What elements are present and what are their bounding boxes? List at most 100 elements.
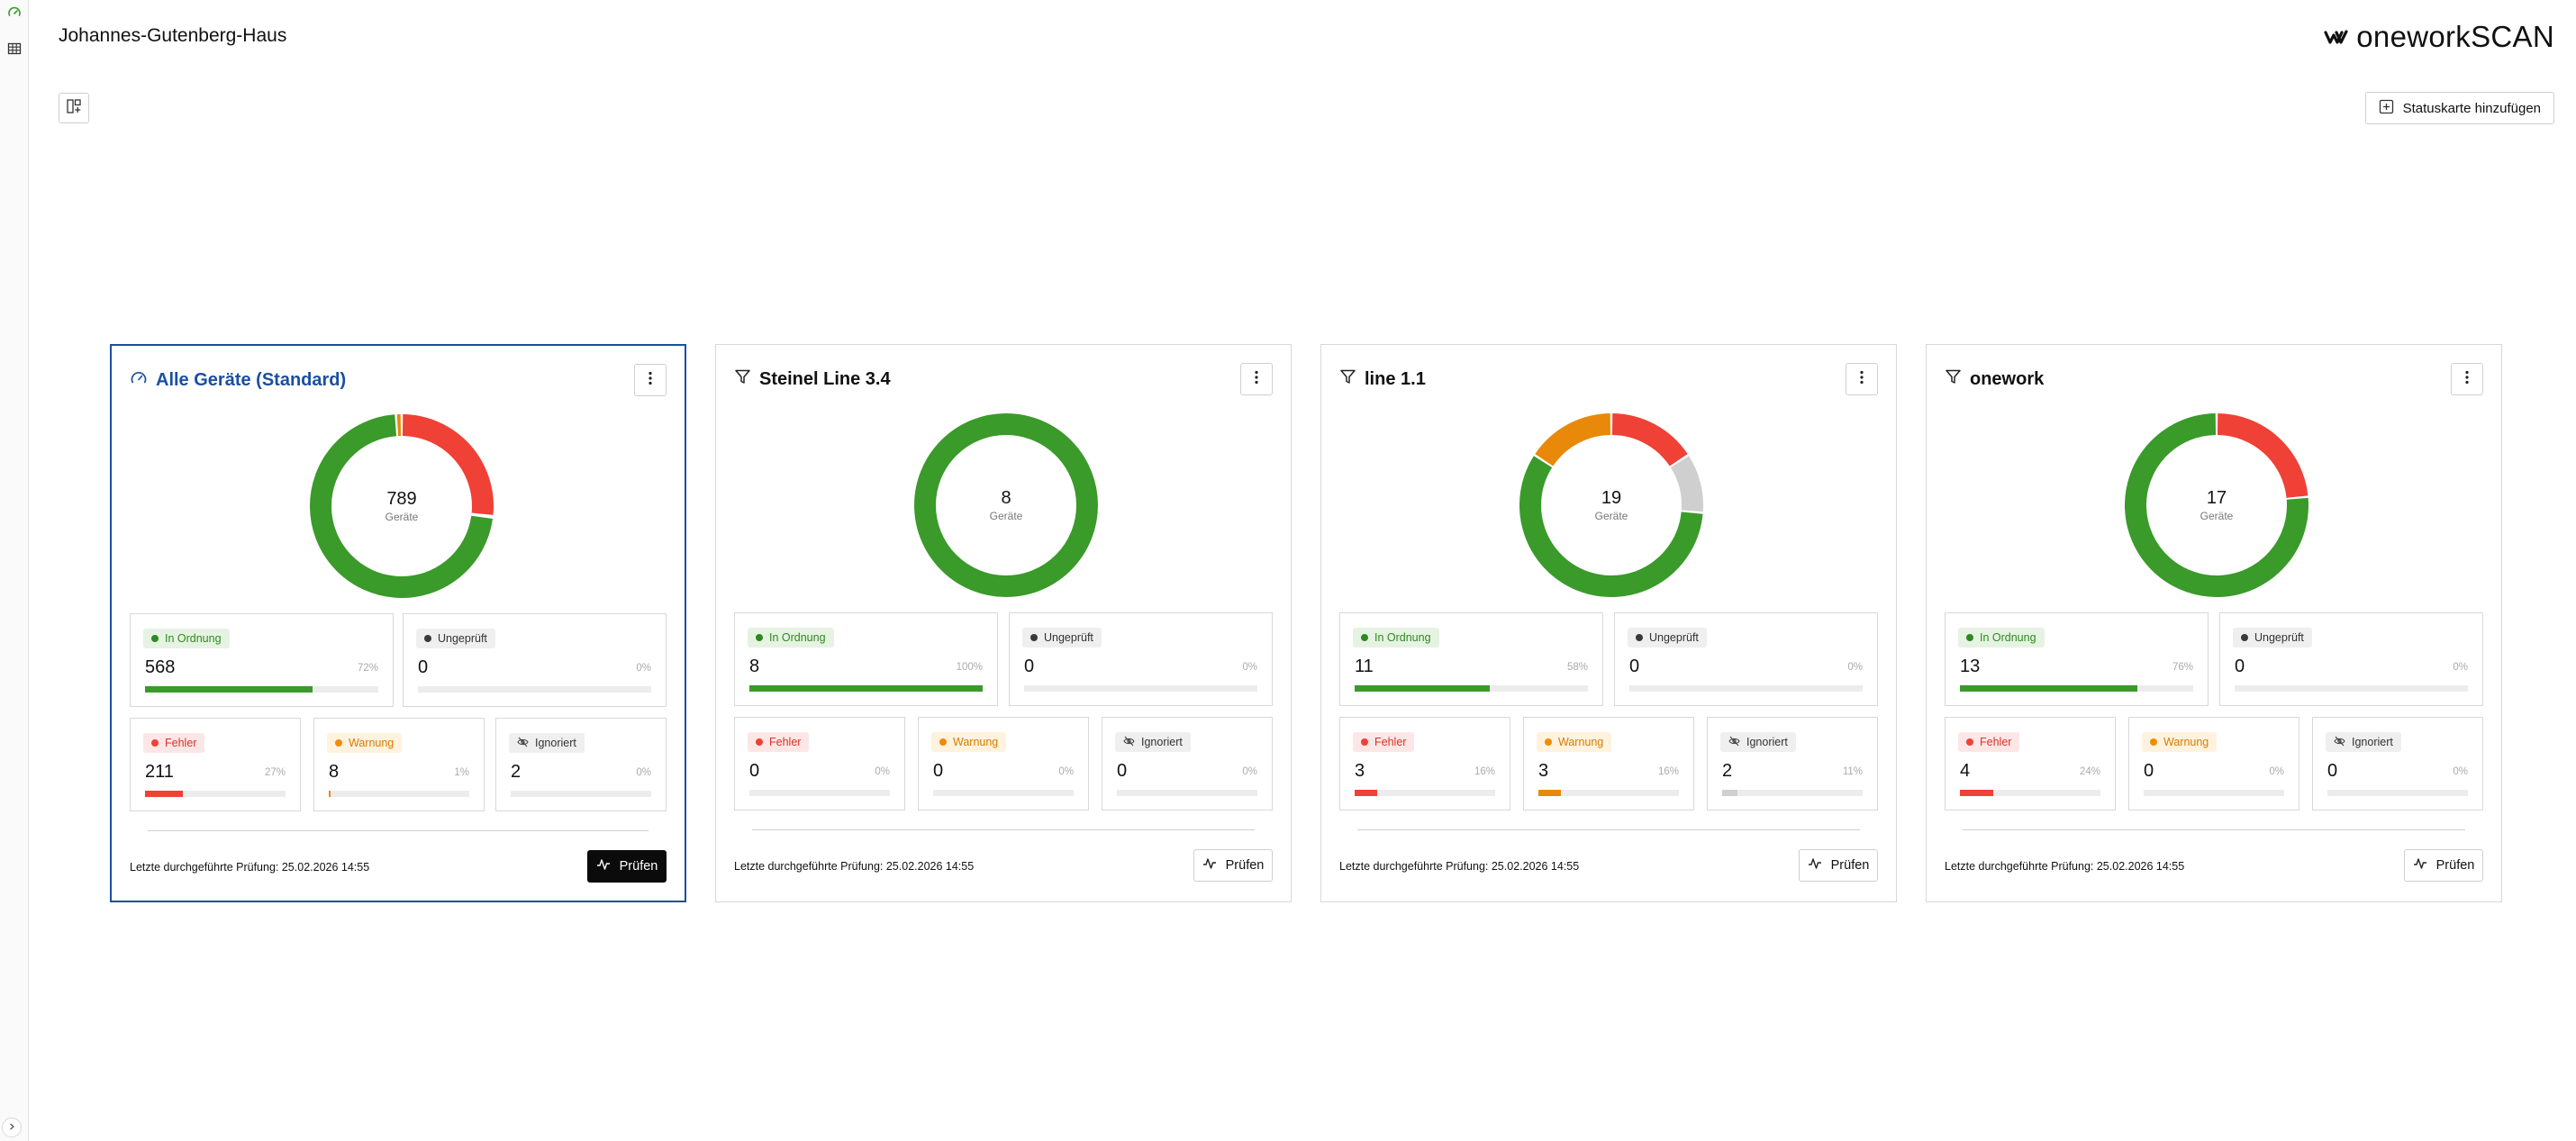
status-card-steinel-line[interactable]: Steinel Line 3.4 8 Geräte In Ordnung 8 1… [715, 344, 1292, 902]
card-menu-button[interactable] [2451, 363, 2483, 395]
ok-percent: 100% [956, 662, 983, 673]
error-dot-icon [1966, 738, 1973, 746]
ignored-percent: 0% [636, 767, 651, 778]
device-unit-label: Geräte [2200, 510, 2234, 522]
stat-warning[interactable]: Warnung 3 16% [1523, 717, 1694, 810]
status-cards: Alle Geräte (Standard) 789 Geräte In Ord… [110, 344, 2504, 902]
unchecked-percent: 0% [636, 663, 651, 674]
warning-badge: Warnung [931, 732, 1007, 752]
card-divider [148, 830, 649, 831]
error-dot-icon [151, 739, 159, 747]
ignored-badge: Ignoriert [1720, 732, 1796, 752]
donut-segment-ok [310, 414, 494, 598]
check-button-label: Prüfen [1225, 858, 1265, 873]
layout-grid-icon [66, 98, 82, 119]
check-button[interactable]: Prüfen [587, 850, 667, 883]
ok-count: 13 [1960, 657, 1981, 676]
stat-ignored[interactable]: Ignoriert 0 0% [1102, 717, 1273, 810]
ok-progress-fill [1355, 685, 1491, 692]
warning-percent: 0% [1058, 766, 1074, 777]
ignored-label: Ignoriert [1746, 736, 1788, 748]
ignored-count: 0 [1117, 761, 1128, 781]
stat-unchecked[interactable]: Ungeprüft 0 0% [2219, 612, 2483, 706]
ok-progress-bar [145, 686, 378, 693]
stat-ok[interactable]: In Ordnung 13 76% [1945, 612, 2209, 706]
error-label: Fehler [769, 736, 802, 748]
page-title: Johannes-Gutenberg-Haus [59, 25, 287, 46]
donut-segment-ok [914, 413, 1098, 597]
table-nav-button[interactable] [0, 36, 29, 65]
filter-icon [1339, 368, 1356, 390]
unchecked-percent: 0% [2453, 662, 2468, 673]
unchecked-dot-icon [1030, 634, 1038, 641]
ok-percent: 58% [1566, 662, 1588, 673]
warning-count: 3 [1538, 761, 1549, 781]
ignored-count: 0 [2327, 761, 2338, 781]
dashboard-nav-button[interactable] [0, 0, 29, 29]
add-status-card-button[interactable]: Statuskarte hinzufügen [2364, 92, 2554, 124]
unchecked-dot-icon [1636, 634, 1643, 641]
stat-ignored[interactable]: Ignoriert 2 11% [1707, 717, 1878, 810]
check-button[interactable]: Prüfen [2404, 849, 2483, 882]
unchecked-badge: Ungeprüft [416, 629, 495, 648]
more-vertical-icon [2465, 370, 2469, 389]
check-button-label: Prüfen [619, 859, 658, 874]
warning-progress-fill [329, 791, 331, 797]
status-card-line-1-1[interactable]: line 1.1 19 Geräte In Ordnung 11 58% Ung… [1320, 344, 1897, 902]
filter-icon [734, 368, 751, 390]
status-card-onework[interactable]: onework 17 Geräte In Ordnung 13 76% Unge… [1926, 344, 2502, 902]
card-title: Alle Geräte (Standard) [156, 370, 347, 390]
donut-center: 789 Geräte [310, 414, 494, 598]
card-menu-button[interactable] [634, 364, 667, 396]
check-button[interactable]: Prüfen [1193, 849, 1273, 882]
stat-ok[interactable]: In Ordnung 11 58% [1339, 612, 1603, 706]
check-button[interactable]: Prüfen [1799, 849, 1878, 882]
ok-percent: 72% [357, 663, 378, 674]
warning-progress-bar [2144, 790, 2284, 796]
stat-ok[interactable]: In Ordnung 8 100% [734, 612, 998, 706]
unchecked-progress-bar [2235, 685, 2468, 692]
ok-dot-icon [1361, 634, 1368, 641]
stat-ok[interactable]: In Ordnung 568 72% [130, 613, 394, 707]
ok-label: In Ordnung [1980, 631, 2036, 644]
status-donut-chart: 17 Geräte [2125, 413, 2308, 597]
stat-unchecked[interactable]: Ungeprüft 0 0% [403, 613, 667, 707]
ok-progress-fill [145, 686, 313, 693]
stat-error[interactable]: Fehler 0 0% [734, 717, 905, 810]
error-badge: Fehler [1353, 732, 1415, 752]
unchecked-dot-icon [2241, 634, 2248, 641]
warning-progress-bar [1538, 790, 1679, 796]
donut-center: 8 Geräte [914, 413, 1098, 597]
stat-ignored[interactable]: Ignoriert 2 0% [495, 718, 667, 811]
stat-error[interactable]: Fehler 4 24% [1945, 717, 2116, 810]
stat-error[interactable]: Fehler 3 16% [1339, 717, 1510, 810]
device-total: 789 [386, 489, 417, 509]
card-menu-button[interactable] [1240, 363, 1273, 395]
card-divider [1963, 829, 2465, 830]
status-card-alle-geraete[interactable]: Alle Geräte (Standard) 789 Geräte In Ord… [110, 344, 686, 902]
card-header: Alle Geräte (Standard) [130, 369, 346, 392]
stat-unchecked[interactable]: Ungeprüft 0 0% [1614, 612, 1878, 706]
layout-toggle-button[interactable] [59, 93, 89, 123]
error-percent: 0% [875, 766, 890, 777]
stat-unchecked[interactable]: Ungeprüft 0 0% [1009, 612, 1273, 706]
ok-count: 8 [749, 657, 760, 676]
stat-error[interactable]: Fehler 211 27% [130, 718, 301, 811]
error-count: 4 [1960, 761, 1971, 781]
error-progress-bar [749, 790, 890, 796]
stat-ignored[interactable]: Ignoriert 0 0% [2312, 717, 2483, 810]
error-progress-fill [1355, 790, 1377, 796]
card-menu-button[interactable] [1846, 363, 1878, 395]
expand-sidebar-button[interactable] [2, 1118, 22, 1137]
unchecked-badge: Ungeprüft [2233, 628, 2312, 647]
card-divider [1357, 829, 1860, 830]
more-vertical-icon [1860, 370, 1864, 389]
stat-warning[interactable]: Warnung 0 0% [2128, 717, 2299, 810]
stat-warning[interactable]: Warnung 8 1% [313, 718, 485, 811]
error-progress-bar [1960, 790, 2100, 796]
donut-segment-error [402, 414, 494, 515]
donut-segment-ok [2125, 413, 2308, 597]
donut-svg [310, 414, 494, 598]
stat-warning[interactable]: Warnung 0 0% [918, 717, 1089, 810]
donut-segment-warning [1535, 413, 1611, 466]
